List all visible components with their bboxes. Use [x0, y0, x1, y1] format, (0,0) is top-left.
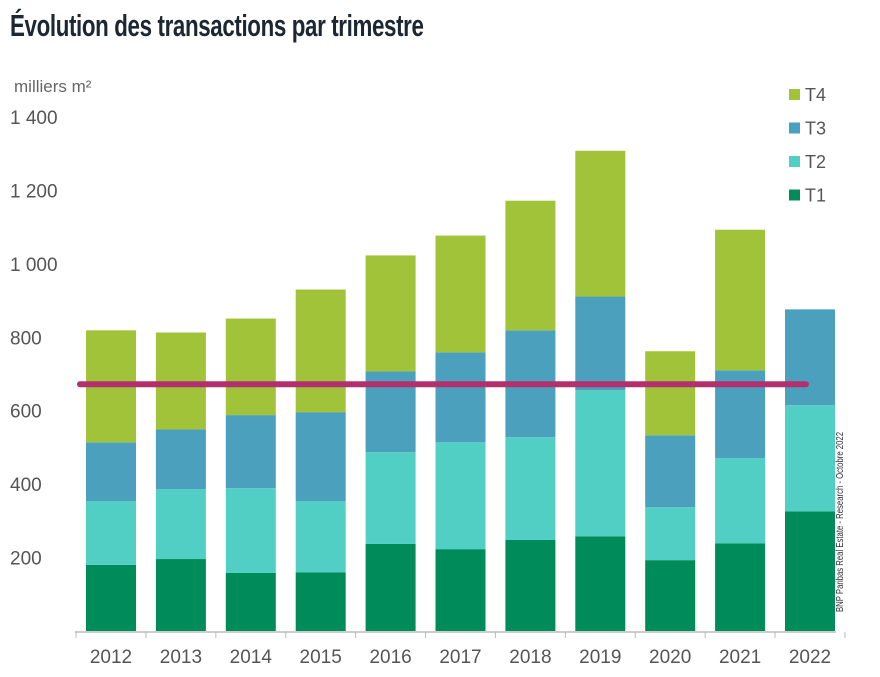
- bar-t2-2013: [155, 489, 206, 560]
- bar-t1-2016: [365, 543, 416, 631]
- bar-t1-2019: [575, 536, 626, 631]
- legend-label-t2: T2: [805, 152, 826, 172]
- y-tick-label: 800: [10, 328, 42, 349]
- legend-label-t4: T4: [805, 85, 826, 105]
- legend-swatch-t3: [789, 122, 800, 134]
- y-tick-label: 400: [10, 475, 42, 496]
- bar-t2-2014: [225, 488, 276, 573]
- y-tick-label: 200: [10, 549, 42, 570]
- x-tick-label: 2014: [230, 647, 273, 668]
- y-tick-label: 1 400: [10, 108, 58, 129]
- bar-t1-2018: [505, 539, 556, 631]
- x-tick-label: 2016: [369, 647, 411, 668]
- legend-label-t3: T3: [805, 119, 826, 139]
- bar-t2-2012: [86, 501, 136, 565]
- bar-t1-2014: [225, 572, 276, 631]
- y-axis-label: milliers m²: [14, 77, 92, 96]
- bar-t3-2013: [155, 429, 206, 490]
- legend-label-t1: T1: [805, 186, 826, 206]
- legend-swatch-t2: [789, 156, 800, 167]
- bar-t3-2012: [86, 442, 136, 502]
- x-tick-label: 2021: [719, 647, 761, 668]
- bar-t4-2019: [575, 150, 626, 297]
- y-tick-label: 600: [10, 402, 42, 423]
- bar-t2-2018: [505, 437, 556, 540]
- bar-t4-2016: [365, 255, 416, 372]
- bar-t4-2018: [505, 200, 556, 331]
- x-tick-label: 2017: [439, 647, 481, 668]
- source-note: BNP Paribas Real Estate - Research - Oct…: [835, 432, 846, 612]
- x-tick-label: 2018: [509, 647, 551, 668]
- bar-t4-2014: [225, 318, 276, 416]
- bar-t2-2016: [365, 452, 416, 544]
- bar-t3-2020: [645, 435, 696, 508]
- x-tick-label: 2013: [160, 647, 202, 668]
- y-tick-label: 1 200: [10, 181, 58, 202]
- bar-t1-2020: [645, 560, 696, 631]
- bar-t4-2017: [435, 235, 486, 353]
- bar-t2-2017: [435, 442, 486, 550]
- bar-t2-2019: [575, 390, 626, 537]
- legend-swatch-t1: [789, 189, 800, 201]
- bar-t3-2022: [785, 309, 835, 406]
- bar-t1-2015: [295, 572, 346, 631]
- bar-t3-2015: [295, 412, 346, 502]
- x-tick-label: 2020: [649, 647, 691, 668]
- bar-t4-2020: [645, 351, 696, 436]
- bar-t2-2022: [785, 405, 835, 512]
- bar-t1-2013: [155, 559, 206, 631]
- bar-t3-2019: [575, 296, 626, 391]
- bar-t1-2012: [86, 564, 136, 631]
- chart-title: Évolution des transactions par trimestre: [10, 8, 424, 43]
- bar-t4-2013: [155, 332, 206, 430]
- x-tick-label: 2012: [90, 647, 132, 668]
- bar-t4-2021: [715, 229, 766, 371]
- x-tick-label: 2019: [579, 647, 621, 668]
- legend-swatch-t4: [789, 89, 800, 100]
- bar-t1-2017: [435, 549, 486, 631]
- bar-t2-2020: [645, 507, 696, 561]
- bar-t2-2015: [295, 501, 346, 573]
- bar-t1-2022: [785, 511, 835, 631]
- bar-t2-2021: [715, 458, 766, 544]
- bar-t3-2014: [225, 415, 276, 489]
- bar-t4-2015: [295, 289, 346, 413]
- x-tick-label: 2015: [300, 647, 342, 668]
- bar-t3-2017: [435, 352, 486, 443]
- x-tick-label: 2022: [789, 647, 831, 668]
- bar-t1-2021: [715, 543, 766, 631]
- y-tick-label: 1 000: [10, 255, 58, 276]
